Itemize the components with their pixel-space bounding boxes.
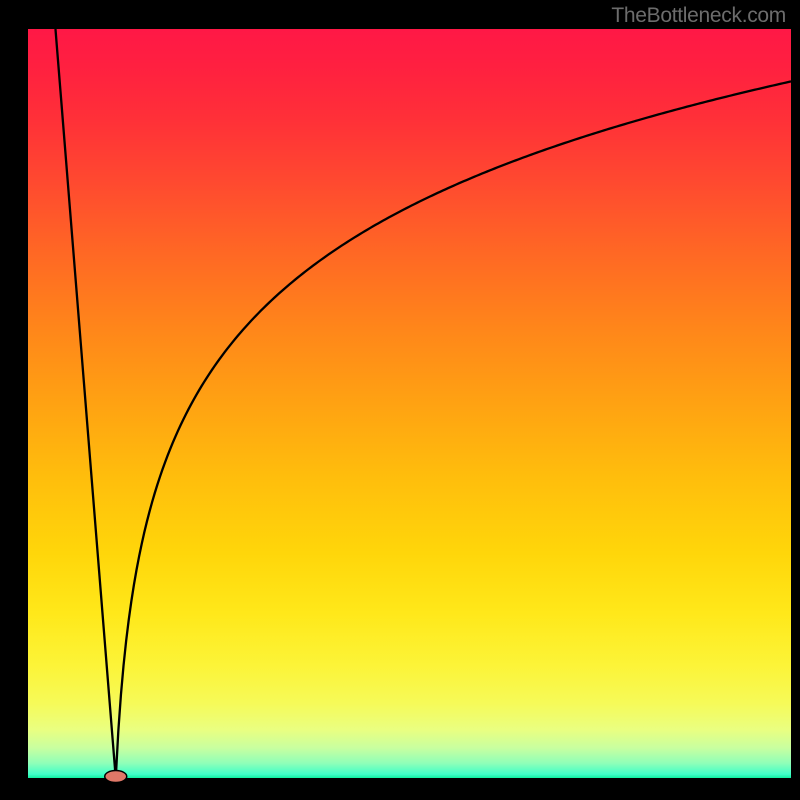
bottleneck-chart: [0, 0, 800, 800]
watermark-text: TheBottleneck.com: [611, 4, 786, 28]
optimum-marker: [105, 771, 127, 783]
chart-container: TheBottleneck.com: [0, 0, 800, 800]
plot-background: [28, 29, 791, 778]
